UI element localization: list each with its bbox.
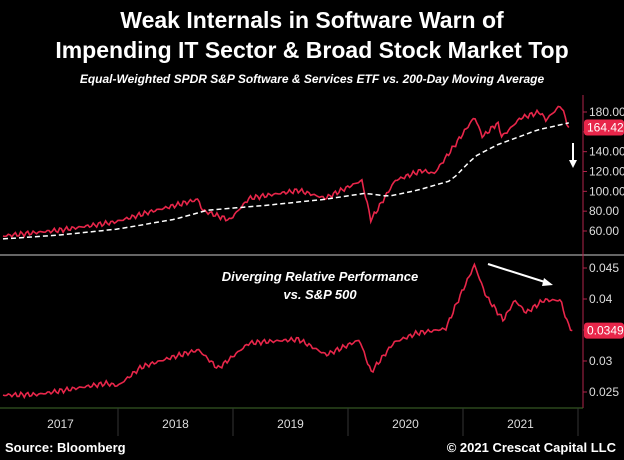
y-tick-label: 80.00 [589,204,619,218]
moving-average-line [2,122,569,240]
y-tick-label: 0.03 [589,354,613,368]
last-value-badge [584,119,624,136]
x-tick-label: 2020 [392,417,419,431]
last-value-badge [584,322,624,339]
y-tick-label: 0.025 [589,385,619,399]
x-tick-label: 2018 [162,417,189,431]
chart-subtitle: Equal-Weighted SPDR S&P Software & Servi… [79,72,545,86]
chart-title-line2: Impending IT Sector & Broad Stock Market… [55,37,569,63]
series-line-1 [2,262,573,400]
y-tick-label: 120.00 [589,165,624,179]
y-tick-label: 180.00 [589,105,624,119]
annotation-line1: Diverging Relative Performance [222,269,419,284]
down-arrow-icon [569,143,577,168]
y-tick-label: 0.04 [589,292,613,306]
diagonal-arrow-icon [487,263,553,286]
y-tick-label: 140.00 [589,145,624,159]
x-tick-label: 2021 [507,417,534,431]
source-label: Source: Bloomberg [5,440,126,455]
series-line-0 [2,105,570,239]
x-tick-label: 2019 [277,417,304,431]
last-value-label: 164.42 [587,120,624,134]
last-value-label: 0.0349 [587,324,624,338]
y-tick-label: 0.045 [589,261,619,275]
y-tick-label: 100.00 [589,184,624,198]
annotation-line2: vs. S&P 500 [283,287,357,302]
y-tick-label: 60.00 [589,224,619,238]
chart-title: Weak Internals in Software Warn of [120,7,504,33]
x-tick-label: 2017 [47,417,74,431]
copyright-label: © 2021 Crescat Capital LLC [446,440,616,455]
